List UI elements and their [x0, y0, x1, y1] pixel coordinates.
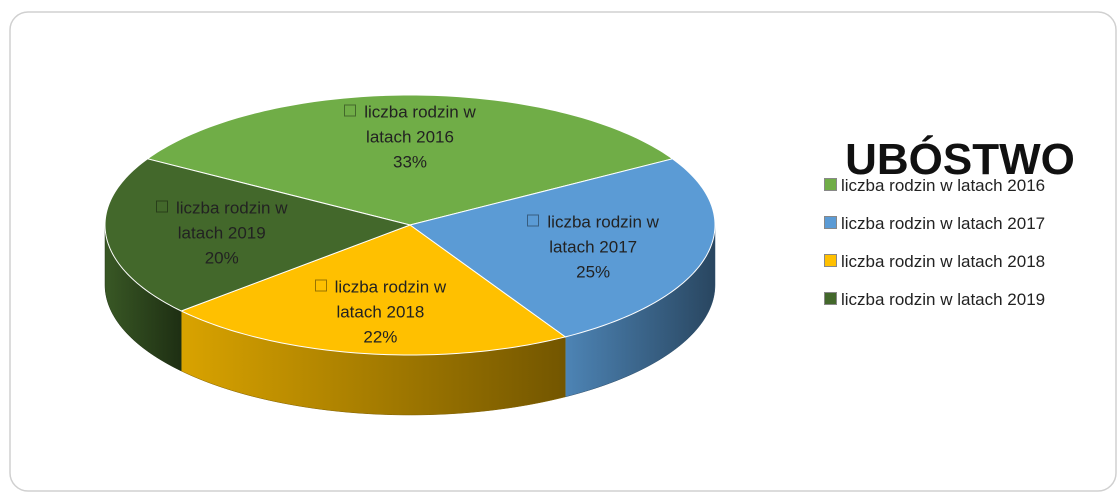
label-value: 33% [392, 152, 428, 172]
legend-label: liczba rodzin w latach 2018 [841, 252, 1046, 271]
pie-slice [408, 158, 716, 338]
label-value: 20% [204, 248, 239, 268]
label-value: 22% [363, 327, 398, 347]
data-label: liczba rodzin w latach 2018 22% [295, 275, 465, 350]
legend-swatch [824, 216, 837, 229]
data-label: liczba rodzin w latach 2016 33% [325, 99, 495, 174]
data-label: liczba rodzin w latach 2017 25% [508, 209, 678, 284]
label-name: liczba rodzin w latach 2019 [175, 198, 288, 243]
legend-swatch [824, 292, 837, 305]
legend-label: liczba rodzin w latach 2017 [841, 214, 1046, 233]
pie-slice [146, 94, 674, 226]
legend-swatch [824, 254, 837, 267]
legend-label: liczba rodzin w latach 2019 [841, 290, 1046, 309]
data-label: liczba rodzin w latach 2019 20% [137, 196, 307, 271]
legend-item: liczba rodzin w latach 2017 [824, 214, 1045, 234]
label-marker [314, 279, 327, 292]
legend-swatch [824, 178, 837, 191]
chart-title: UBÓSTWO [845, 135, 1075, 184]
legend-item: liczba rodzin w latach 2018 [824, 252, 1045, 272]
pie-slice [104, 158, 412, 312]
label-marker [155, 200, 168, 213]
label-name: liczba rodzin w latach 2018 [334, 277, 447, 322]
pie-slice [179, 224, 567, 356]
label-name: liczba rodzin w latach 2017 [547, 212, 659, 257]
legend-item: liczba rodzin w latach 2019 [824, 290, 1045, 310]
label-marker [344, 104, 357, 117]
legend-label: liczba rodzin w latach 2016 [841, 176, 1046, 195]
label-value: 25% [576, 262, 611, 282]
label-marker [527, 214, 540, 227]
legend-item: liczba rodzin w latach 2016 [824, 176, 1045, 196]
label-name: liczba rodzin w latach 2016 [364, 102, 476, 147]
